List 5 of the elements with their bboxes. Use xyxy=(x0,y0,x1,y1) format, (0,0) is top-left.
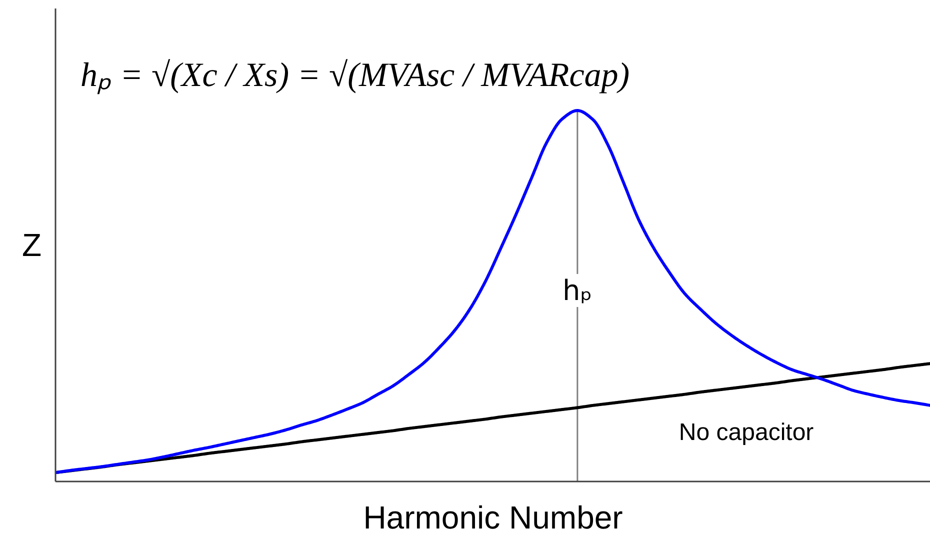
series-label: No capacitor xyxy=(678,419,814,446)
text: hₚ = √(Xc / Xs) = √(MVAsc / MVARcap) xyxy=(80,57,630,95)
annotation: hₚ xyxy=(562,274,592,307)
y-axis-title: Z xyxy=(22,227,42,263)
x-axis-title: Harmonic Number xyxy=(363,500,624,536)
